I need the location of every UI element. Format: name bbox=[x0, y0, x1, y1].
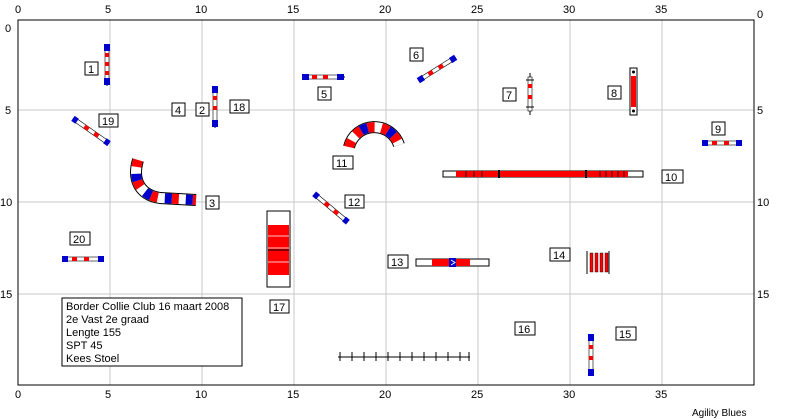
info-line-class: 2e Vast 2e graad bbox=[66, 314, 149, 326]
label-5: 5 bbox=[321, 89, 327, 101]
obstacle-2-jump bbox=[212, 86, 218, 128]
tick-label: 10 bbox=[0, 197, 12, 209]
obstacle-label-texts: 1 2 3 4 5 6 7 8 9 10 11 12 13 14 15 16 1… bbox=[73, 50, 721, 341]
label-6: 6 bbox=[413, 50, 419, 62]
obstacle-labels bbox=[69, 47, 726, 341]
label-9: 9 bbox=[715, 124, 721, 136]
tick-label: 0 bbox=[757, 9, 763, 21]
obstacle-11-tunnel bbox=[343, 121, 405, 149]
tick-label: 35 bbox=[655, 389, 667, 401]
label-19: 19 bbox=[102, 116, 114, 128]
label-14: 14 bbox=[553, 250, 565, 262]
label-8: 8 bbox=[611, 88, 617, 100]
obstacle-17-aframe bbox=[266, 210, 291, 288]
label-3: 3 bbox=[209, 198, 215, 210]
obstacle-13-seesaw bbox=[415, 258, 490, 267]
tick-label: 15 bbox=[287, 4, 299, 16]
tick-label: 10 bbox=[195, 4, 207, 16]
course-info-box: Border Collie Club 16 maart 2008 2e Vast… bbox=[61, 297, 243, 367]
obstacle-15-jump bbox=[588, 334, 594, 376]
info-line-length: Lengte 155 bbox=[66, 327, 121, 339]
tick-label: 15 bbox=[287, 389, 299, 401]
tick-label: 35 bbox=[655, 4, 667, 16]
obstacle-6-jump bbox=[416, 54, 458, 84]
grid bbox=[18, 20, 754, 385]
tick-label: 30 bbox=[563, 4, 575, 16]
label-10: 10 bbox=[665, 172, 677, 184]
tick-label: 15 bbox=[757, 289, 769, 301]
tick-label: 0 bbox=[5, 23, 11, 35]
tick-label: 5 bbox=[105, 4, 111, 16]
tick-label: 20 bbox=[379, 389, 391, 401]
obstacle-7-jump bbox=[526, 73, 534, 115]
tick-label: 10 bbox=[757, 197, 769, 209]
label-17: 17 bbox=[273, 302, 285, 314]
obstacle-14-tire bbox=[586, 251, 610, 274]
tick-label: 5 bbox=[105, 389, 111, 401]
label-18: 18 bbox=[233, 102, 245, 114]
tick-label: 0 bbox=[15, 4, 21, 16]
obstacle-9-jump bbox=[702, 140, 742, 146]
field-border bbox=[17, 19, 755, 386]
x-axis-bottom: 0 5 10 15 20 25 30 35 bbox=[15, 389, 667, 401]
label-7: 7 bbox=[506, 90, 512, 102]
obstacle-3-tunnel bbox=[130, 158, 197, 206]
info-line-club: Border Collie Club 16 maart 2008 bbox=[66, 301, 229, 313]
obstacle-1-jump bbox=[104, 44, 110, 86]
y-axis-left: 0 5 10 15 bbox=[0, 23, 12, 301]
y-axis-right: 0 5 10 15 bbox=[757, 9, 769, 301]
tick-label: 30 bbox=[563, 389, 575, 401]
label-2: 2 bbox=[199, 105, 205, 117]
label-15: 15 bbox=[619, 329, 631, 341]
tick-label: 0 bbox=[15, 389, 21, 401]
obstacle-12-jump bbox=[312, 191, 350, 225]
obstacle-16-weave bbox=[338, 352, 470, 361]
obstacle-19-jump bbox=[71, 115, 111, 147]
label-11: 11 bbox=[336, 158, 347, 170]
info-line-judge: Kees Stoel bbox=[66, 353, 119, 365]
obstacle-8-wall bbox=[629, 67, 638, 116]
label-20: 20 bbox=[73, 234, 85, 246]
label-1: 1 bbox=[88, 64, 94, 76]
info-line-spt: SPT 45 bbox=[66, 340, 103, 352]
label-12: 12 bbox=[348, 197, 360, 209]
tick-label: 25 bbox=[471, 4, 483, 16]
tick-label: 15 bbox=[0, 289, 12, 301]
tick-label: 5 bbox=[5, 105, 11, 117]
credit-text: Agility Blues bbox=[692, 408, 746, 419]
label-16: 16 bbox=[518, 324, 530, 336]
tick-label: 5 bbox=[757, 105, 763, 117]
obstacle-5-jump bbox=[302, 74, 345, 80]
tick-label: 25 bbox=[471, 389, 483, 401]
label-4: 4 bbox=[175, 105, 181, 117]
obstacle-10-dogwalk bbox=[442, 170, 644, 178]
x-axis-top: 0 5 10 15 20 25 30 35 bbox=[15, 4, 667, 16]
obstacle-20-jump bbox=[62, 256, 104, 262]
tick-label: 20 bbox=[379, 4, 391, 16]
label-13: 13 bbox=[391, 257, 403, 269]
tick-label: 10 bbox=[195, 389, 207, 401]
